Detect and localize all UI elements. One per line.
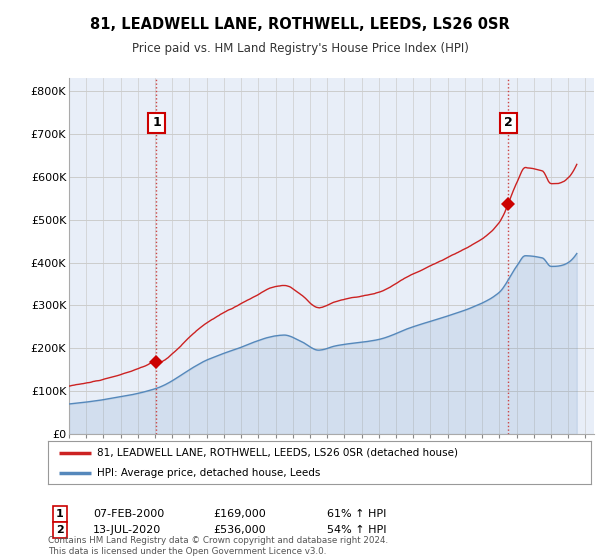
Text: 61% ↑ HPI: 61% ↑ HPI — [327, 509, 386, 519]
Text: 13-JUL-2020: 13-JUL-2020 — [93, 525, 161, 535]
Text: £536,000: £536,000 — [213, 525, 266, 535]
Text: 1: 1 — [152, 116, 161, 129]
Text: Price paid vs. HM Land Registry's House Price Index (HPI): Price paid vs. HM Land Registry's House … — [131, 42, 469, 55]
Text: Contains HM Land Registry data © Crown copyright and database right 2024.
This d: Contains HM Land Registry data © Crown c… — [48, 536, 388, 556]
Text: 54% ↑ HPI: 54% ↑ HPI — [327, 525, 386, 535]
Text: 2: 2 — [56, 525, 64, 535]
Text: HPI: Average price, detached house, Leeds: HPI: Average price, detached house, Leed… — [97, 469, 320, 478]
Text: 81, LEADWELL LANE, ROTHWELL, LEEDS, LS26 0SR (detached house): 81, LEADWELL LANE, ROTHWELL, LEEDS, LS26… — [97, 448, 458, 458]
Text: 1: 1 — [56, 509, 64, 519]
Text: £169,000: £169,000 — [213, 509, 266, 519]
Text: 81, LEADWELL LANE, ROTHWELL, LEEDS, LS26 0SR: 81, LEADWELL LANE, ROTHWELL, LEEDS, LS26… — [90, 17, 510, 32]
Text: 2: 2 — [504, 116, 513, 129]
Text: 07-FEB-2000: 07-FEB-2000 — [93, 509, 164, 519]
